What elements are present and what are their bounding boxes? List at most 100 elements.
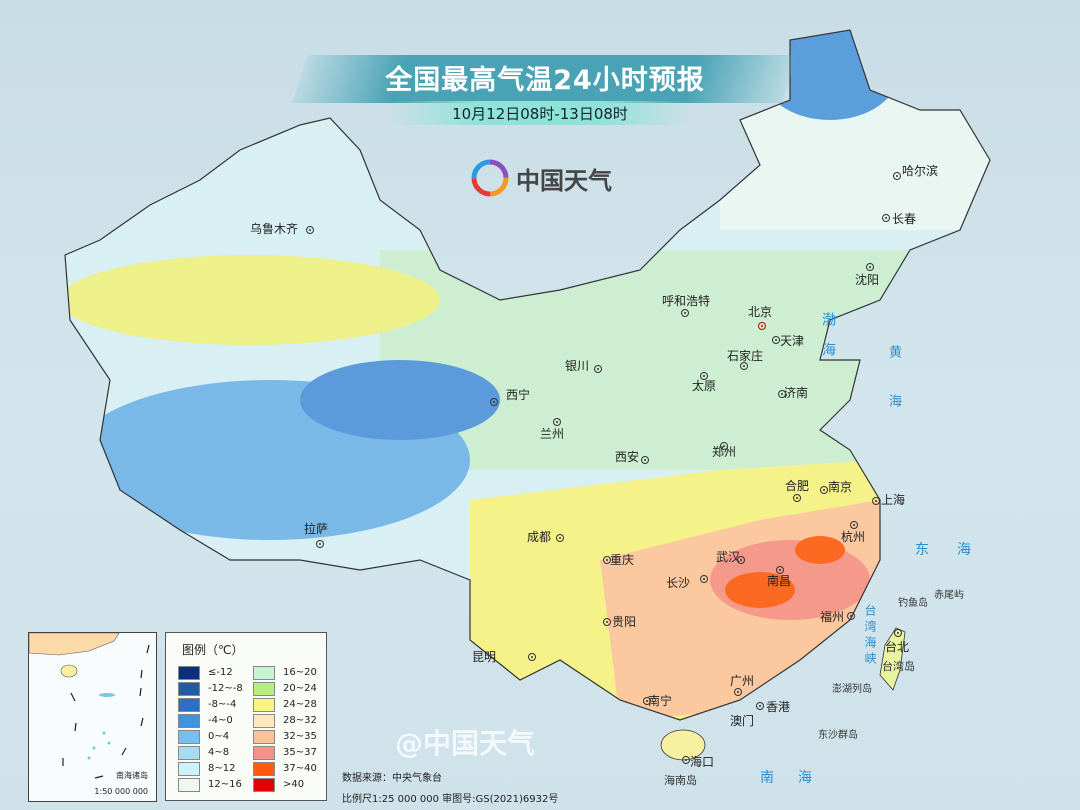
inset-map <box>29 633 150 779</box>
legend-swatch <box>178 665 200 680</box>
city-marker-icon <box>594 365 602 373</box>
city-marker-icon <box>776 566 784 574</box>
city-label: 重庆 <box>610 553 635 567</box>
legend-swatch <box>253 713 275 728</box>
sea-label-huanghai: 黄海 <box>886 345 901 443</box>
legend-label: 4~8 <box>208 747 230 758</box>
city-label: 澳门 <box>730 714 755 728</box>
legend-item: -8~-4 <box>178 697 253 712</box>
legend-label: -4~0 <box>208 715 233 726</box>
island-label-taiwan: 台湾岛 <box>882 660 915 673</box>
legend-swatch <box>253 729 275 744</box>
city-marker-icon <box>740 362 748 370</box>
legend-swatch <box>178 761 200 776</box>
city-marker-icon <box>316 540 324 548</box>
city-label: 哈尔滨 <box>902 164 939 178</box>
legend-item: 0~4 <box>178 729 253 744</box>
city-marker-icon <box>720 442 728 450</box>
legend-item: >40 <box>253 777 328 792</box>
legend-swatch <box>253 777 275 792</box>
city-label: 银川 <box>565 359 590 373</box>
legend-swatch <box>253 665 275 680</box>
city-label: 乌鲁木齐 <box>250 222 299 236</box>
city-label: 杭州 <box>841 530 866 544</box>
legend-title: 图例（℃） <box>182 643 244 657</box>
city-label: 广州 <box>730 674 755 688</box>
legend: 图例（℃） ≤-12 16~20 -12~-8 20~24 -8~-4 24~28 -4~0… <box>165 632 327 801</box>
city-marker-icon <box>772 336 780 344</box>
city-marker-icon <box>603 556 611 564</box>
legend-label: 16~20 <box>283 667 317 678</box>
city-label: 拉萨 <box>304 522 329 536</box>
legend-label: ≤-12 <box>208 667 233 678</box>
legend-item: -4~0 <box>178 713 253 728</box>
city-label: 上海 <box>881 493 906 507</box>
legend-item: 12~16 <box>178 777 253 792</box>
legend-swatch <box>253 761 275 776</box>
city-marker-icon <box>556 534 564 542</box>
island-label-hainan: 海南岛 <box>664 774 697 787</box>
city-label: 北京 <box>748 305 773 319</box>
island-label-diaoyu: 钓鱼岛 <box>898 598 928 609</box>
city-label: 合肥 <box>785 479 810 493</box>
city-marker-icon <box>734 688 742 696</box>
legend-label: 24~28 <box>283 699 317 710</box>
legend-item: 20~24 <box>253 681 328 696</box>
city-label: 南京 <box>828 480 853 494</box>
legend-swatch <box>178 713 200 728</box>
city-label: 呼和浩特 <box>662 294 711 308</box>
city-label: 南宁 <box>648 694 673 708</box>
subtitle-banner <box>390 101 690 125</box>
legend-item: -12~-8 <box>178 681 253 696</box>
legend-label: 32~35 <box>283 731 317 742</box>
legend-item: 28~32 <box>253 713 328 728</box>
legend-swatch <box>178 777 200 792</box>
city-label: 太原 <box>692 379 717 393</box>
sea-label-donghai: 东海 <box>915 542 999 558</box>
city-marker-icon <box>756 702 764 710</box>
capital-marker-icon <box>758 322 766 330</box>
island-label-penghu: 澎湖列岛 <box>832 684 872 695</box>
city-label: 长春 <box>892 212 917 226</box>
city-marker-icon <box>850 521 858 529</box>
island-label-chiwei: 赤尾屿 <box>934 590 964 601</box>
city-label: 郑州 <box>712 445 737 459</box>
logo-text: 中国天气 <box>516 166 612 195</box>
legend-swatch <box>178 729 200 744</box>
city-marker-icon <box>681 309 689 317</box>
legend-swatch <box>253 745 275 760</box>
sea-label-taiwan-strait: 台湾海峡 <box>863 604 877 668</box>
city-marker-icon <box>847 612 855 620</box>
inset-label: 南海诸岛 <box>116 771 148 780</box>
city-marker-icon <box>793 494 801 502</box>
legend-label: -8~-4 <box>208 699 237 710</box>
city-label: 沈阳 <box>855 273 880 287</box>
city-marker-icon <box>872 497 880 505</box>
city-label: 海口 <box>690 755 715 769</box>
legend-label: 37~40 <box>283 763 317 774</box>
sea-label-bohai: 渤海 <box>820 312 836 372</box>
city-label: 香港 <box>766 700 791 714</box>
legend-item: 35~37 <box>253 745 328 760</box>
legend-swatch <box>253 681 275 696</box>
legend-item: 8~12 <box>178 761 253 776</box>
city-label: 福州 <box>820 610 845 624</box>
city-marker-icon <box>643 697 651 705</box>
map-title: 全国最高气温24小时预报 <box>385 65 705 96</box>
city-label: 成都 <box>527 530 552 544</box>
watermark: @中国天气 <box>395 727 536 760</box>
legend-label: 35~37 <box>283 747 317 758</box>
city-label: 武汉 <box>716 550 741 564</box>
city-marker-icon <box>700 575 708 583</box>
city-label: 长沙 <box>666 576 691 590</box>
legend-item: 37~40 <box>253 761 328 776</box>
city-marker-icon <box>682 756 690 764</box>
city-label: 南昌 <box>767 574 792 588</box>
city-label: 兰州 <box>540 427 565 441</box>
legend-item: 4~8 <box>178 745 253 760</box>
city-marker-icon <box>641 456 649 464</box>
city-marker-icon <box>306 226 314 234</box>
city-marker-icon <box>882 214 890 222</box>
legend-item: 16~20 <box>253 665 328 680</box>
city-marker-icon <box>528 653 536 661</box>
